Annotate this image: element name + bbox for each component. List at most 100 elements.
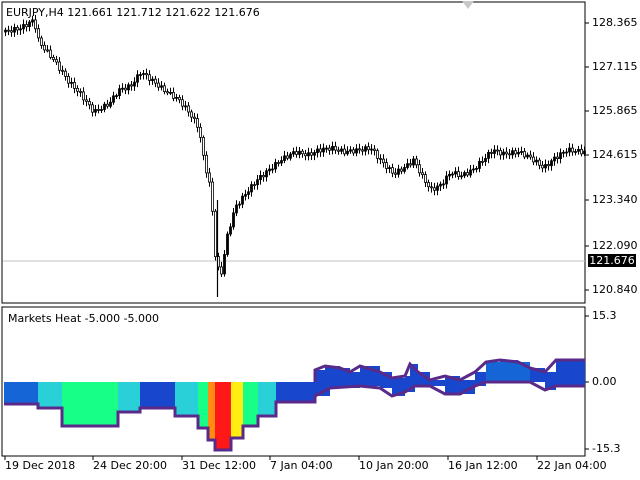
candle-body: [232, 212, 235, 228]
price-panel-header: EURJPY,H4 121.661 121.712 121.622 121.67…: [6, 6, 260, 19]
candle-body: [7, 29, 10, 32]
candle-body: [442, 183, 445, 186]
candle-body: [301, 150, 304, 155]
candle-body: [472, 168, 475, 171]
candle-body: [73, 82, 76, 89]
indicator-scale-label: 15.3: [592, 309, 617, 322]
candle-body: [514, 150, 517, 155]
candle-body: [109, 101, 112, 107]
time-label: 22 Jan 04:00: [537, 459, 607, 472]
candle-body: [460, 175, 463, 178]
candle-body: [478, 160, 481, 169]
candle-body: [268, 168, 271, 172]
candle-body: [124, 87, 127, 91]
candle-body: [250, 184, 253, 193]
heat-bar: [545, 382, 556, 390]
price-label: 122.090: [592, 239, 638, 252]
candle-body: [409, 163, 412, 166]
candle-body: [547, 164, 550, 167]
candle-body: [505, 151, 508, 155]
candle-body: [286, 155, 289, 159]
candle-body: [136, 74, 139, 83]
candle-body: [40, 37, 43, 46]
candle-body: [493, 149, 496, 154]
candle-body: [571, 147, 574, 153]
candle-body: [112, 95, 115, 103]
heat-bar: [556, 382, 585, 386]
heat-bar: [545, 372, 556, 382]
candle-body: [4, 29, 7, 33]
candle-body: [433, 187, 436, 191]
candle-body: [532, 156, 535, 163]
candle-body: [307, 152, 310, 157]
candle-body: [70, 82, 73, 84]
candle-body: [22, 24, 25, 30]
candle-body: [499, 149, 502, 156]
candle-body: [178, 97, 181, 101]
candle-body: [187, 105, 190, 113]
candle-body: [133, 81, 136, 87]
candle-body: [454, 171, 457, 175]
time-label: 10 Jan 20:00: [359, 459, 429, 472]
candle-body: [43, 44, 46, 51]
candle-body: [538, 159, 541, 166]
current-price-tag: 121.676: [588, 254, 636, 267]
indicator-panel-header: Markets Heat -5.000 -5.000: [8, 312, 160, 325]
candle-body: [61, 69, 64, 72]
candle-body: [343, 148, 346, 155]
heat-bar: [118, 382, 140, 412]
candle-body: [37, 28, 40, 39]
candle-body: [535, 159, 538, 163]
candle-body: [316, 148, 319, 153]
chart-shift-marker-icon[interactable]: [462, 1, 474, 9]
candle-body: [160, 85, 163, 88]
candle-body: [331, 145, 334, 151]
candle-body: [289, 153, 292, 159]
candle-body: [94, 109, 97, 113]
candle-body: [118, 88, 121, 96]
candle-body: [19, 28, 22, 31]
candle-body: [466, 172, 469, 176]
candle-body: [79, 91, 82, 93]
price-label: 120.840: [592, 283, 638, 296]
candle-body: [511, 150, 514, 156]
candle-body: [355, 148, 358, 154]
candle-body: [448, 173, 451, 177]
price-label: 125.865: [592, 104, 638, 117]
heat-bar: [445, 382, 460, 394]
candle-body: [583, 150, 586, 155]
heat-bar: [475, 372, 486, 382]
candle-body: [496, 149, 499, 152]
candle-body: [151, 78, 154, 81]
heat-bar: [198, 382, 208, 428]
candle-body: [262, 174, 265, 178]
candle-body: [364, 146, 367, 152]
candle-body: [49, 49, 52, 58]
candle-body: [481, 160, 484, 163]
candle-body: [163, 85, 166, 93]
candle-body: [202, 137, 205, 156]
time-label: 19 Dec 2018: [5, 459, 76, 472]
candle-body: [139, 74, 142, 76]
candle-body: [271, 168, 274, 171]
candle-body: [184, 105, 187, 108]
candle-body: [556, 156, 559, 160]
heat-bar: [380, 382, 392, 388]
indicator-scale-label: 0.00: [592, 375, 617, 388]
candle-body: [370, 148, 373, 151]
candle-body: [214, 210, 217, 258]
heat-bar: [38, 382, 62, 408]
candle-body: [520, 151, 523, 153]
candle-body: [199, 126, 202, 138]
heat-bar: [556, 360, 585, 382]
candle-body: [58, 61, 61, 71]
candle-body: [91, 104, 94, 113]
candle-body: [430, 186, 433, 189]
candle-body: [445, 175, 448, 185]
candle-body: [244, 194, 247, 197]
candle-body: [544, 164, 547, 169]
candle-body: [52, 57, 55, 60]
candle-body: [508, 153, 511, 156]
